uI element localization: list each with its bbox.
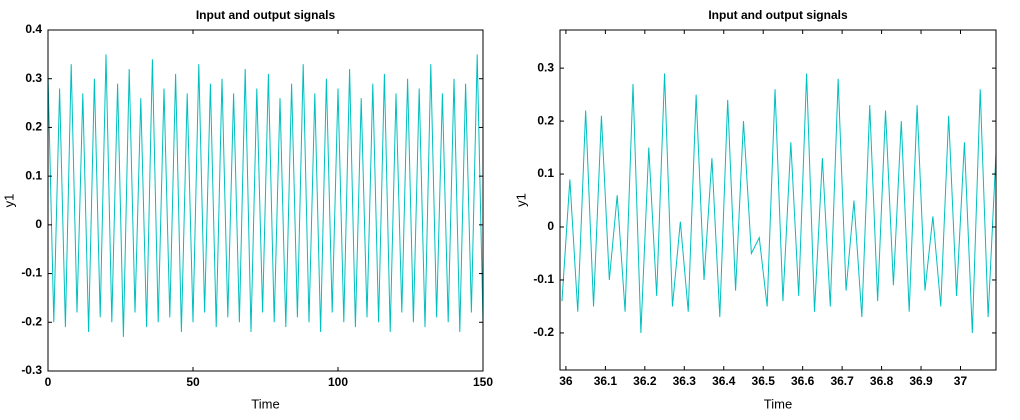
- x-tick-label: 36.9: [909, 374, 933, 388]
- y-axis-label: y1: [1, 194, 16, 208]
- y-tick-label: 0: [547, 219, 554, 233]
- y-tick-label: -0.2: [533, 325, 554, 339]
- y-axis-label: y1: [513, 193, 528, 207]
- y-tick-label: 0.1: [537, 166, 554, 180]
- y-tick-label: 0.3: [537, 60, 554, 74]
- x-tick-label: 36.4: [712, 374, 736, 388]
- x-tick-label: 50: [186, 375, 200, 389]
- x-tick-label: 36.7: [830, 374, 854, 388]
- y-tick-label: -0.1: [533, 272, 554, 286]
- subplot: 0 50 100 150 -0.3 -0.2 -0.1 0 0.1 0.2 0.3 0.4 Input …: [1, 8, 493, 411]
- y-tick-label: -0.1: [21, 266, 42, 280]
- x-axis-label: Time: [764, 396, 792, 411]
- x-tick-label: 36: [559, 374, 573, 388]
- x-axis-label: Time: [251, 396, 279, 411]
- x-tick-label: 100: [328, 375, 348, 389]
- y-tick-label: 0: [35, 217, 42, 231]
- y-tick-label: 0.1: [25, 168, 42, 182]
- y-tick-label: 0.2: [25, 120, 42, 134]
- axes-box: [47, 29, 484, 372]
- axes-box: [559, 29, 997, 371]
- subplot: 36 36.1 36.2 36.3 36.4 36.5 36.6 36.7 36.8 36.9 37…: [513, 8, 997, 411]
- x-tick-label: 37: [954, 374, 968, 388]
- y-tick-label: -0.2: [21, 314, 42, 328]
- x-tick-label: 36.6: [791, 374, 815, 388]
- x-tick-label: 150: [473, 375, 493, 389]
- chart-title: Input and output signals: [196, 8, 336, 22]
- y-tick-label: 0.4: [25, 22, 42, 36]
- x-tick-label: 36.1: [594, 374, 618, 388]
- x-tick-label: 36.3: [673, 374, 697, 388]
- y-tick-label: 0.2: [537, 113, 554, 127]
- signal-line: [48, 54, 483, 337]
- x-tick-label: 36.2: [633, 374, 657, 388]
- plot-area: [560, 30, 996, 370]
- x-tick-label: 0: [45, 375, 52, 389]
- y-tick-label: -0.3: [21, 363, 42, 377]
- x-tick-label: 36.8: [870, 374, 894, 388]
- signal-line: [561, 73, 996, 333]
- chart-title: Input and output signals: [708, 8, 848, 22]
- y-tick-label: 0.3: [25, 71, 42, 85]
- x-tick-label: 36.5: [752, 374, 776, 388]
